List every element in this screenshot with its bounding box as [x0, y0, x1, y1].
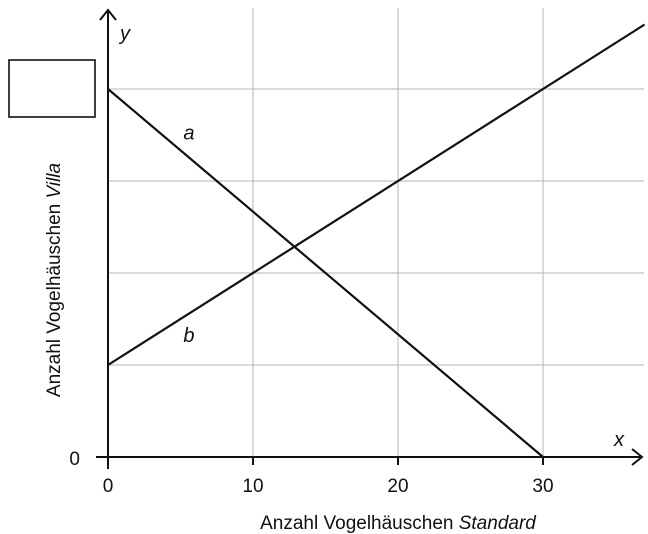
- x-axis-arrowhead: [631, 448, 644, 466]
- x-tick-label-10: 10: [242, 476, 263, 497]
- x-tick-label-20: 20: [387, 476, 408, 497]
- y-axis-arrowhead: [99, 8, 117, 21]
- series-lines: [107, 23, 646, 458]
- axes: [96, 8, 644, 469]
- x-axis-title: Anzahl Vogelhäuschen Standard: [260, 513, 537, 534]
- x-tick-labels: 0 10 20 30: [103, 476, 554, 497]
- x-axis-variable: x: [613, 429, 625, 451]
- series-label-a: a: [183, 123, 194, 145]
- x-tick-label-30: 30: [532, 476, 553, 497]
- y-axis-variable: y: [118, 23, 131, 45]
- labels: x y Anzahl Vogelhäuschen Standard Anzahl…: [44, 23, 625, 534]
- y-intercept-answer-box[interactable]: [8, 59, 96, 118]
- x-tick-label-0: 0: [103, 476, 114, 497]
- series-label-b: b: [183, 325, 194, 347]
- y-tick-label-0: 0: [69, 449, 80, 470]
- series-line-a: [107, 88, 544, 458]
- y-axis-title: Anzahl Vogelhäuschen Villa: [44, 163, 65, 397]
- grid: [108, 8, 644, 457]
- series-line-b: [107, 23, 646, 366]
